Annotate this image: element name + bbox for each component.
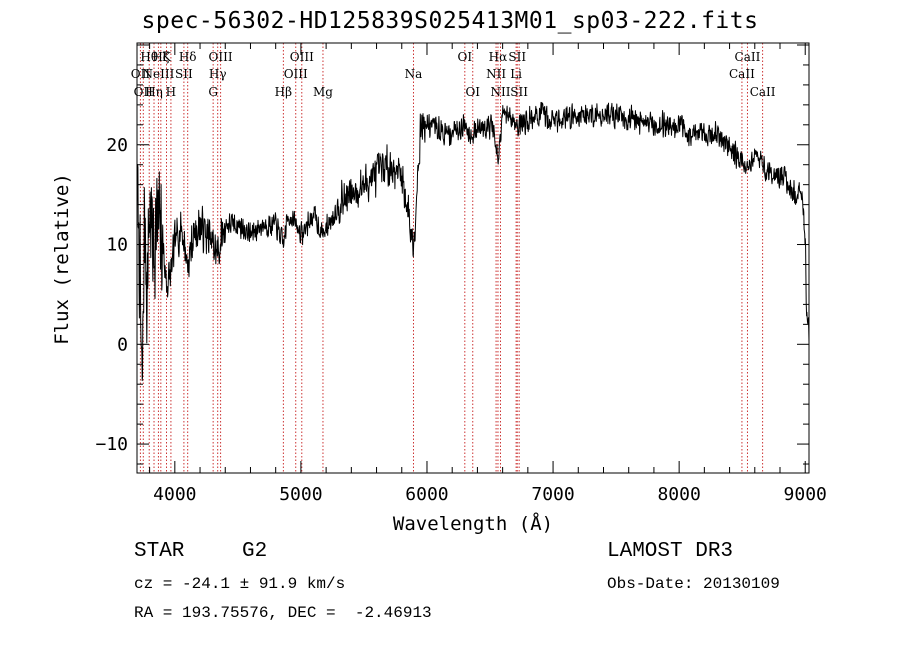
line-label-13: Hβ <box>275 85 292 99</box>
line-label-16: Mg <box>313 85 333 99</box>
line-label-7: H <box>166 85 176 99</box>
x-tick-label: 9000 <box>784 484 827 505</box>
line-label-3: Hη <box>145 85 163 99</box>
line-label-10: G <box>208 85 218 99</box>
x-tick-label: 8000 <box>657 484 700 505</box>
line-label-0: OII <box>131 67 151 81</box>
emission-line-markers <box>139 43 764 473</box>
line-label-18: OI <box>458 50 473 64</box>
line-label-11: Hγ <box>209 67 227 81</box>
object-subclass: G2 <box>242 540 268 563</box>
coordinates: RA = 193.75576, DEC = -2.46913 <box>134 604 432 622</box>
line-label-26: CaII <box>729 67 755 81</box>
redshift-velocity: cz = -24.1 ± 91.9 km/s <box>134 575 346 593</box>
x-axis-label: Wavelength (Å) <box>393 512 553 535</box>
x-tick-label: 4000 <box>153 484 196 505</box>
line-label-2: Hθ <box>140 50 158 64</box>
line-label-17: Na <box>405 67 423 81</box>
spectrum-series <box>136 101 810 382</box>
line-label-27: CaII <box>735 50 761 64</box>
x-tick-label: 5000 <box>279 484 322 505</box>
plot-frame <box>136 42 810 474</box>
y-tick-label: 20 <box>106 135 128 156</box>
line-label-19: OI <box>465 85 480 99</box>
object-class: STAR <box>134 540 185 563</box>
y-tick-label: −10 <box>95 434 128 455</box>
line-label-28: CaII <box>750 85 776 99</box>
y-tick-label: 0 <box>117 334 128 355</box>
chart-title: spec-56302-HD125839S025413M01_sp03-222.f… <box>141 8 759 34</box>
line-label-8: SII <box>175 67 193 81</box>
line-label-12: OIII <box>209 50 233 64</box>
observation-date: Obs-Date: 20130109 <box>607 575 780 593</box>
line-label-22: NII <box>490 85 510 99</box>
x-axis: 4000 5000 6000 7000 8000 9000 <box>149 43 827 505</box>
line-label-14: OIII <box>284 67 308 81</box>
line-label-1: OII <box>134 85 154 99</box>
y-axis: −10 0 10 20 <box>95 44 809 465</box>
line-label-21: Hα <box>489 50 508 64</box>
y-axis-label: Flux (relative) <box>51 173 73 345</box>
line-label-25: SII <box>510 85 528 99</box>
line-label-9: Hδ <box>179 50 197 64</box>
line-label-23: Li <box>510 67 522 81</box>
x-tick-label: 7000 <box>531 484 574 505</box>
line-label-6: K <box>162 50 172 64</box>
line-label-20: NII <box>486 67 506 81</box>
spectrum-line <box>136 101 810 382</box>
line-label-5: Hζ <box>152 50 169 64</box>
survey-release: LAMOST DR3 <box>607 540 734 563</box>
y-tick-label: 10 <box>106 235 128 256</box>
line-label-15: OIII <box>290 50 314 64</box>
line-label-24: SII <box>508 50 526 64</box>
emission-line-labels: OII OII Hθ Hη NeIII HζK H SII Hδ G Hγ OIII Hβ OIII OII… <box>131 50 776 99</box>
line-label-4: NeIII <box>143 67 175 81</box>
x-tick-label: 6000 <box>405 484 448 505</box>
